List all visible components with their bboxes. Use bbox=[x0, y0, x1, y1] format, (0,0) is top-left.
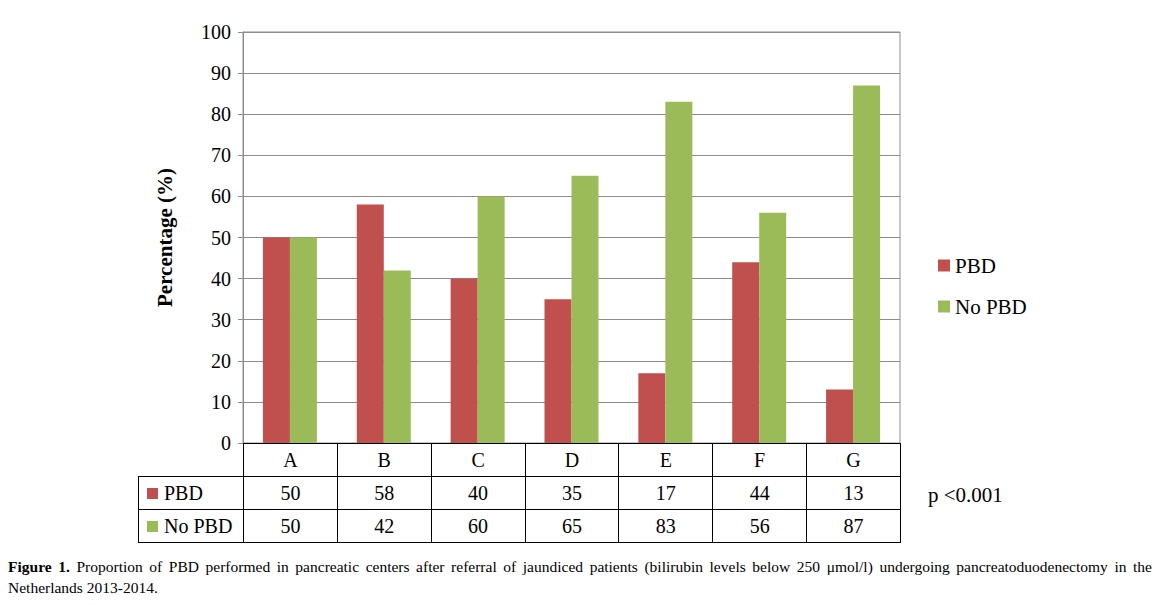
html-text:42: 42 bbox=[374, 514, 395, 537]
html-text:G: G bbox=[846, 448, 861, 471]
html-text:58: 58 bbox=[374, 481, 395, 504]
html-text:50: 50 bbox=[280, 481, 301, 504]
html-text:C: C bbox=[471, 448, 485, 471]
svg-text:20: 20 bbox=[211, 350, 231, 372]
html-text:PBD: PBD bbox=[164, 481, 203, 504]
html-text:87: 87 bbox=[843, 514, 864, 537]
svg-text:PBD: PBD bbox=[955, 254, 996, 278]
html-text:60: 60 bbox=[468, 514, 489, 537]
svg-text:80: 80 bbox=[211, 103, 231, 125]
svg-text:100: 100 bbox=[201, 21, 231, 43]
html-text:13: 13 bbox=[843, 481, 864, 504]
html-text:F: F bbox=[754, 448, 766, 471]
svg-text:10: 10 bbox=[211, 391, 231, 413]
html-text:17: 17 bbox=[655, 481, 676, 504]
html-text:83: 83 bbox=[655, 514, 676, 537]
svg-text:40: 40 bbox=[211, 268, 231, 290]
html-text:D: D bbox=[564, 448, 580, 471]
svg-text:90: 90 bbox=[211, 62, 231, 84]
html-text:56: 56 bbox=[749, 514, 770, 537]
svg-text:Percentage (%): Percentage (%) bbox=[153, 168, 177, 307]
html-text:No PBD: No PBD bbox=[164, 514, 233, 537]
svg-text:70: 70 bbox=[211, 144, 231, 166]
html-text:40: 40 bbox=[468, 481, 489, 504]
html-text:E: E bbox=[659, 448, 672, 471]
svg-text:0: 0 bbox=[221, 432, 231, 454]
svg-text:50: 50 bbox=[211, 227, 231, 249]
html-text:Figure 1. Proportion of PBD pe: Figure 1. Proportion of PBD performed in… bbox=[8, 558, 1152, 596]
html-text:65: 65 bbox=[562, 514, 582, 537]
html-text:35: 35 bbox=[562, 481, 582, 504]
svg-text:60: 60 bbox=[211, 185, 231, 207]
html-text:44: 44 bbox=[749, 481, 770, 504]
svg-text:No PBD: No PBD bbox=[955, 295, 1027, 319]
html-text:50: 50 bbox=[280, 514, 301, 537]
html-text:B: B bbox=[377, 448, 391, 471]
html-text:p <0.001: p <0.001 bbox=[928, 483, 1003, 507]
svg-text:30: 30 bbox=[211, 309, 231, 331]
html-text:A: A bbox=[283, 448, 298, 471]
